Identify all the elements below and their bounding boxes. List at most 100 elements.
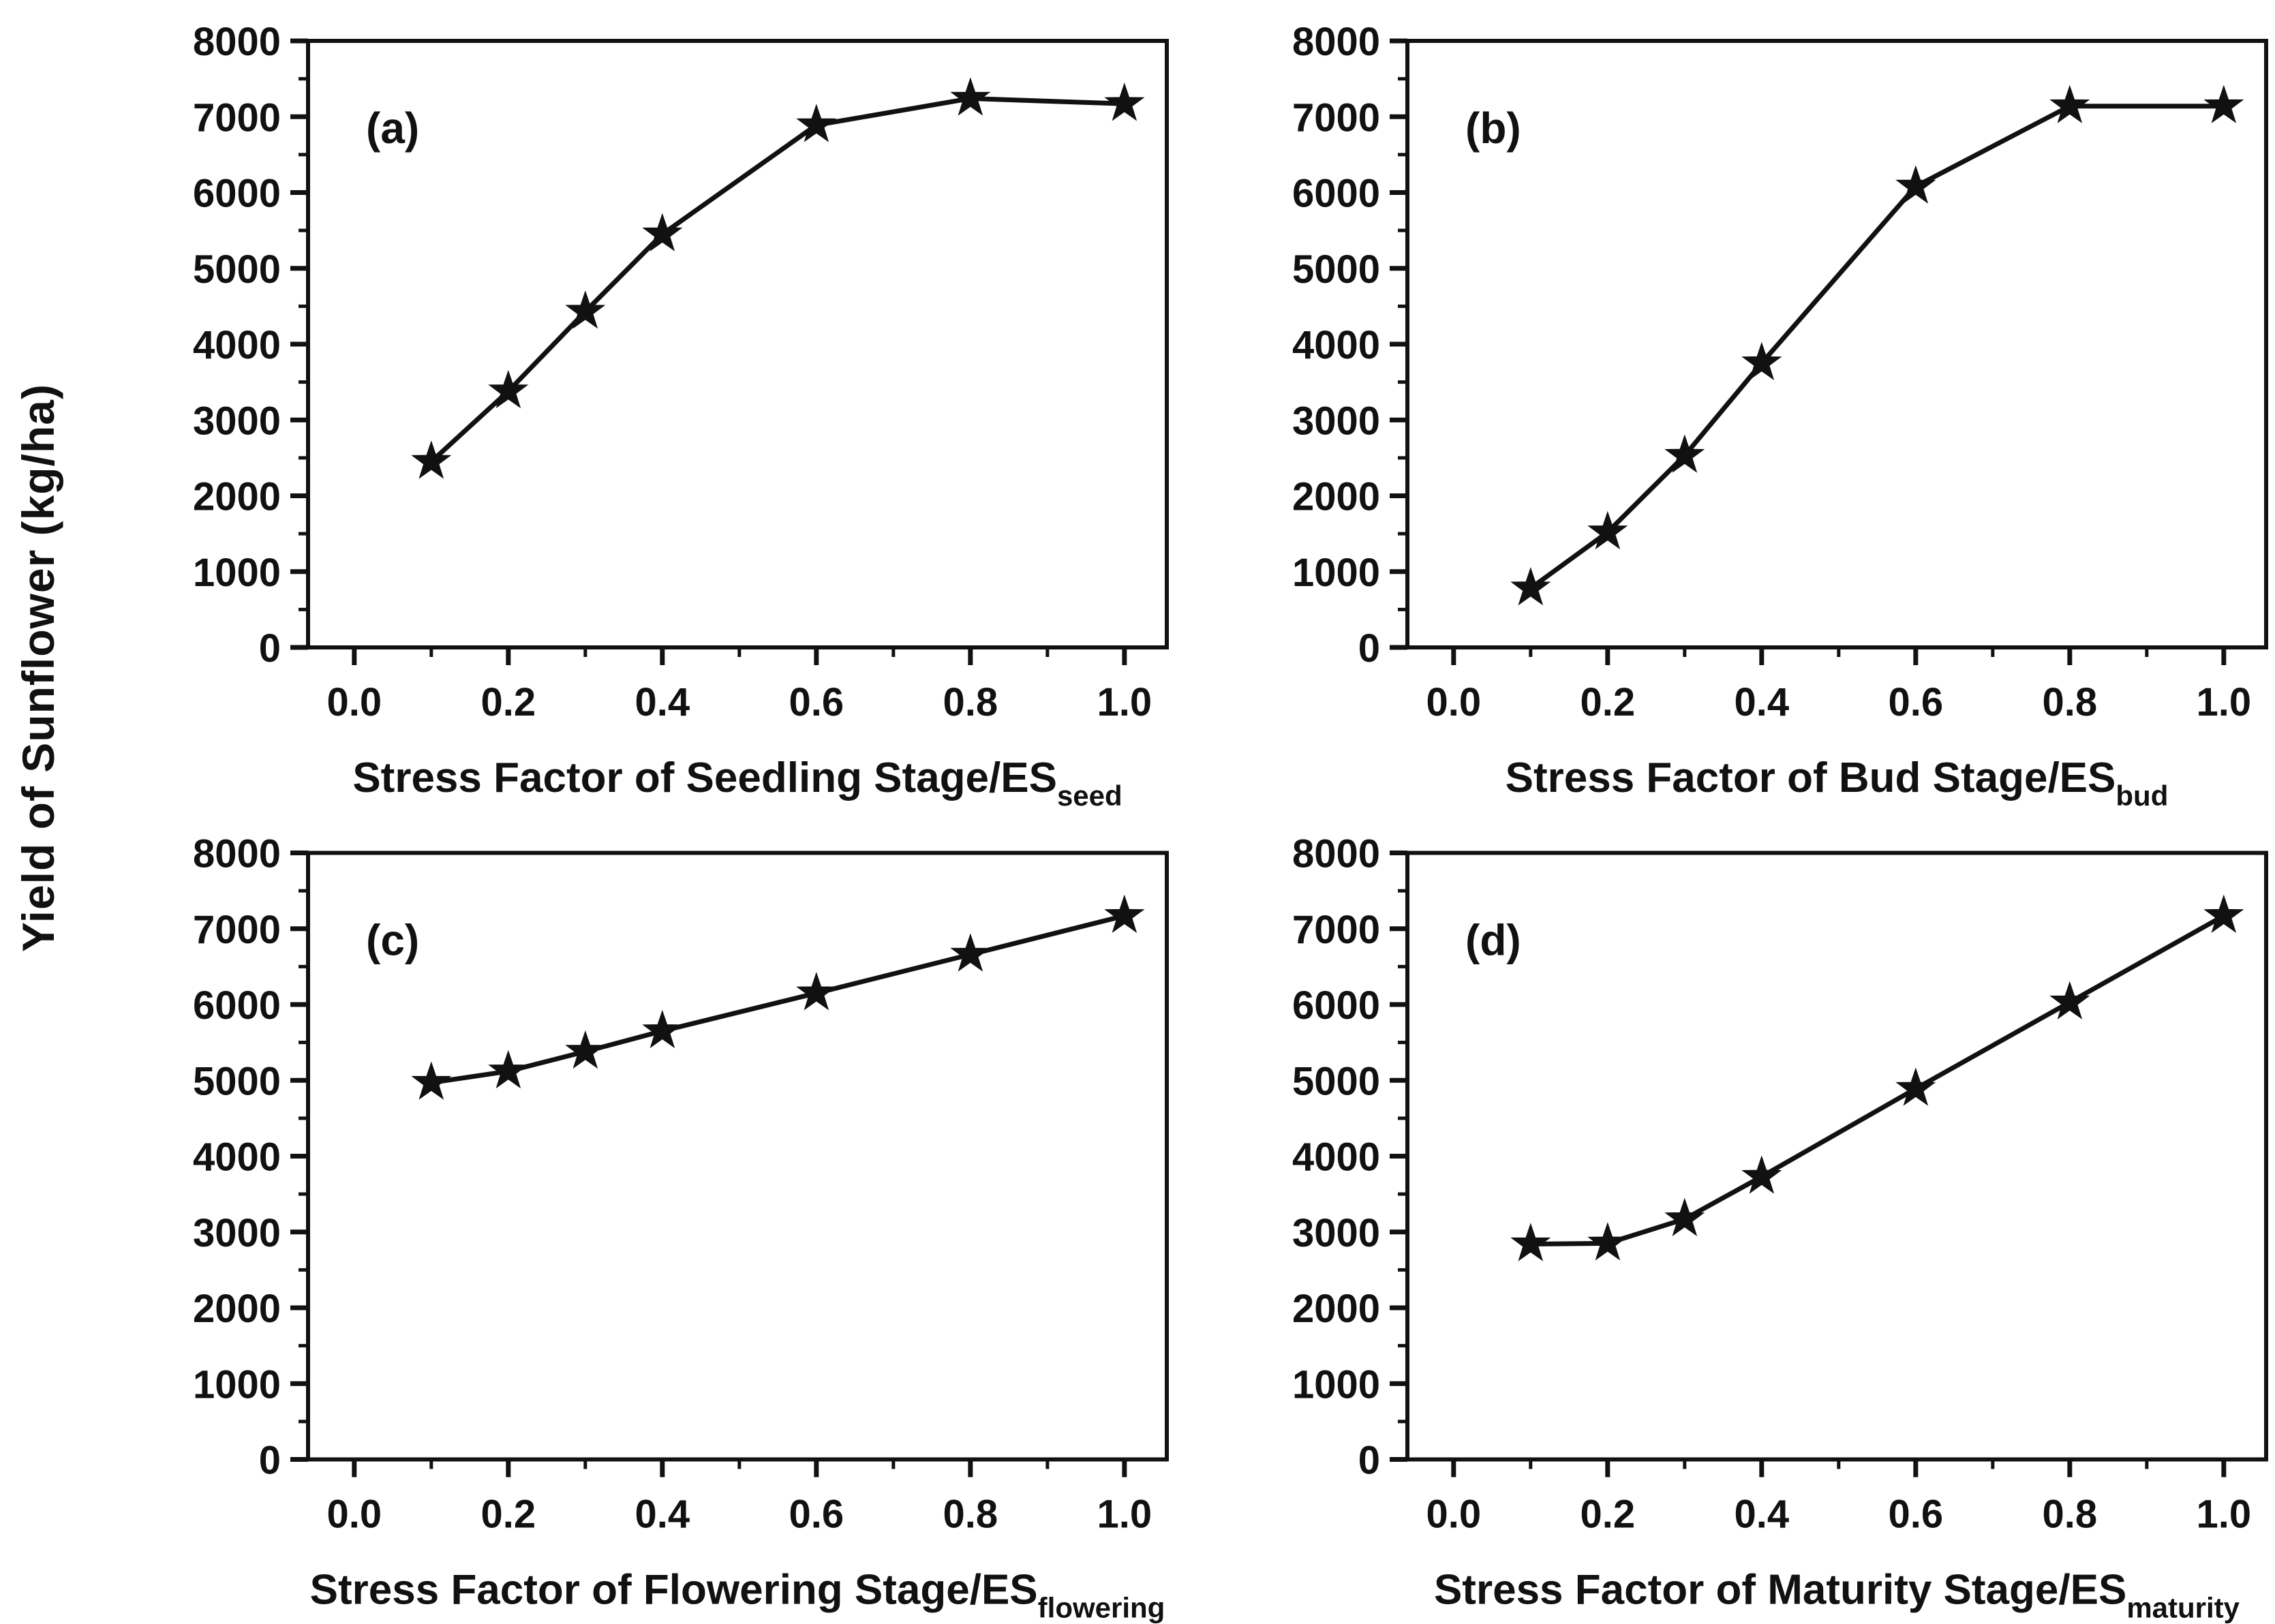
star-icon (1510, 1223, 1551, 1261)
star-icon (796, 972, 837, 1011)
x-tick-label: 0.6 (1889, 1492, 1944, 1537)
star-icon (1741, 341, 1782, 381)
panel-letter: (a) (366, 104, 419, 153)
panel-letter: (d) (1465, 916, 1521, 965)
star-icon (950, 77, 991, 116)
x-tick-label: 0.4 (635, 680, 690, 724)
x-tick-label: 0.2 (1580, 680, 1635, 724)
panel-d-chart: 0.0 0.2 0.4 0.6 0.8 1.0 0 1000 2000 3000 4000 5000 6… (1292, 832, 2268, 1624)
y-tick-label: 1000 (193, 551, 281, 595)
y-tick-label: 2000 (193, 1287, 281, 1331)
y-tick-label: 0 (259, 626, 281, 671)
y-tick-label: 5000 (193, 1059, 281, 1103)
x-tick-label: 0.8 (943, 1492, 998, 1537)
y-tick-label: 4000 (1292, 1135, 1380, 1180)
panel-c-cell: 0.0 0.2 0.4 0.6 0.8 1.0 0 1000 2000 3000 4000 5000 6… (76, 812, 1176, 1624)
x-tick-label: 0.2 (1580, 1492, 1635, 1537)
y-axis-label-wrap: Yield of Sunflower (kg/ha) (0, 0, 76, 1336)
y-tick-label: 7000 (193, 95, 281, 140)
x-tick-label: 0.4 (1735, 680, 1790, 724)
y-tick-label: 8000 (193, 832, 281, 876)
panel-letter: (c) (366, 916, 419, 965)
y-tick-label: 1000 (193, 1362, 281, 1407)
x-tick-label: 0.0 (326, 680, 382, 724)
star-icon (642, 1009, 683, 1049)
y-tick-label: 5000 (1292, 1059, 1380, 1103)
star-icon (2049, 981, 2090, 1020)
x-tick-label: 0.6 (789, 1492, 844, 1537)
y-tick-label: 3000 (193, 1211, 281, 1255)
data-line (1529, 104, 2224, 591)
panel-a-cell: 0.0 0.2 0.4 0.6 0.8 1.0 0 1000 2000 3000 4000 5000 6… (76, 0, 1176, 812)
star-icon (1895, 165, 1936, 204)
y-tick-label: 0 (259, 1439, 281, 1483)
x-tick-label: 0.2 (480, 680, 536, 724)
x-axis-title: Stress Factor of Maturity Stage/ESmaturi… (1434, 1567, 2240, 1624)
y-tick-label: 7000 (1292, 908, 1380, 952)
x-tick-label: 0.2 (480, 1492, 536, 1537)
star-icon (2049, 85, 2090, 123)
star-icon (2203, 85, 2244, 123)
y-tick-label: 0 (1358, 626, 1380, 671)
star-icon (1587, 510, 1628, 550)
star-icon (411, 440, 452, 479)
x-tick-label: 1.0 (1097, 680, 1152, 724)
star-icon (488, 369, 529, 409)
y-tick-label: 0 (1358, 1439, 1380, 1483)
y-tick-label: 6000 (1292, 983, 1380, 1028)
panel-b-chart: 0.0 0.2 0.4 0.6 0.8 1.0 0 1000 2000 3000 4000 5000 6… (1292, 20, 2268, 812)
x-tick-label: 0.0 (1426, 680, 1481, 724)
y-tick-label: 1000 (1292, 551, 1380, 595)
star-icon (2203, 894, 2244, 934)
x-tick-label: 1.0 (1097, 1492, 1152, 1537)
x-tick-label: 0.8 (943, 680, 998, 724)
star-icon (1104, 82, 1145, 121)
y-tick-label: 2000 (1292, 475, 1380, 519)
y-tick-label: 3000 (1292, 399, 1380, 443)
y-tick-label: 8000 (1292, 20, 1380, 64)
x-axis-title: Stress Factor of Seedling Stage/ESseed (352, 754, 1122, 812)
y-tick-label: 7000 (193, 908, 281, 952)
x-tick-label: 1.0 (2197, 1492, 2252, 1537)
star-icon (796, 104, 837, 142)
star-icon (1104, 894, 1145, 934)
x-tick-label: 0.4 (1735, 1492, 1790, 1537)
y-tick-label: 8000 (1292, 832, 1380, 876)
panel-b-cell: 0.0 0.2 0.4 0.6 0.8 1.0 0 1000 2000 3000 4000 5000 6… (1176, 0, 2275, 812)
y-tick-label: 6000 (1292, 172, 1380, 216)
panel-letter: (b) (1465, 104, 1521, 153)
data-line (1530, 913, 2225, 1246)
x-axis-title: Stress Factor of Flowering Stage/ESflowe… (310, 1567, 1165, 1624)
x-tick-label: 0.0 (1426, 1492, 1481, 1537)
star-icon (1664, 1197, 1705, 1237)
data-line (431, 913, 1125, 1086)
y-tick-label: 1000 (1292, 1362, 1380, 1407)
x-tick-label: 0.6 (1889, 680, 1944, 724)
y-tick-label: 2000 (193, 475, 281, 519)
panel-c-chart: 0.0 0.2 0.4 0.6 0.8 1.0 0 1000 2000 3000 4000 5000 6… (193, 832, 1169, 1624)
star-icon (1895, 1067, 1936, 1106)
panel-d-cell: 0.0 0.2 0.4 0.6 0.8 1.0 0 1000 2000 3000 4000 5000 6… (1176, 812, 2275, 1624)
y-tick-label: 4000 (193, 323, 281, 367)
y-tick-label: 6000 (193, 172, 281, 216)
star-icon (488, 1050, 529, 1089)
y-tick-label: 4000 (193, 1135, 281, 1180)
panel-grid: 0.0 0.2 0.4 0.6 0.8 1.0 0 1000 2000 3000 4000 5000 6… (76, 0, 2275, 1624)
x-tick-label: 0.6 (789, 680, 844, 724)
data-line (429, 95, 1125, 463)
y-tick-label: 8000 (193, 20, 281, 64)
y-axis-label: Yield of Sunflower (kg/ha) (13, 384, 64, 952)
y-tick-label: 6000 (193, 983, 281, 1028)
y-tick-label: 3000 (193, 399, 281, 443)
star-icon (565, 1030, 606, 1069)
star-icon (411, 1061, 452, 1100)
x-tick-label: 0.8 (2043, 680, 2098, 724)
star-icon (1741, 1155, 1782, 1194)
y-tick-label: 4000 (1292, 323, 1380, 367)
x-tick-label: 0.4 (635, 1492, 690, 1537)
panel-a-chart: 0.0 0.2 0.4 0.6 0.8 1.0 0 1000 2000 3000 4000 5000 6… (193, 20, 1169, 812)
star-icon (1664, 434, 1705, 473)
y-tick-label: 5000 (1292, 247, 1380, 292)
x-tick-label: 0.0 (326, 1492, 382, 1537)
